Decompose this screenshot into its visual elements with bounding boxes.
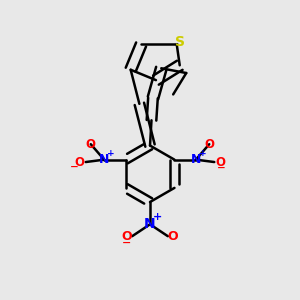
Text: −: − <box>70 161 79 172</box>
Text: +: + <box>199 149 206 158</box>
Text: O: O <box>204 138 214 151</box>
Text: N: N <box>191 153 201 166</box>
Text: O: O <box>168 230 178 243</box>
Text: O: O <box>75 155 85 169</box>
Text: +: + <box>107 149 115 158</box>
Text: O: O <box>122 230 132 243</box>
Text: O: O <box>215 155 225 169</box>
Text: −: − <box>122 238 131 248</box>
Text: S: S <box>175 35 185 49</box>
Text: N: N <box>99 153 109 166</box>
Text: −: − <box>216 162 225 172</box>
Text: O: O <box>86 138 96 151</box>
Text: +: + <box>153 212 162 222</box>
Text: N: N <box>144 217 156 231</box>
